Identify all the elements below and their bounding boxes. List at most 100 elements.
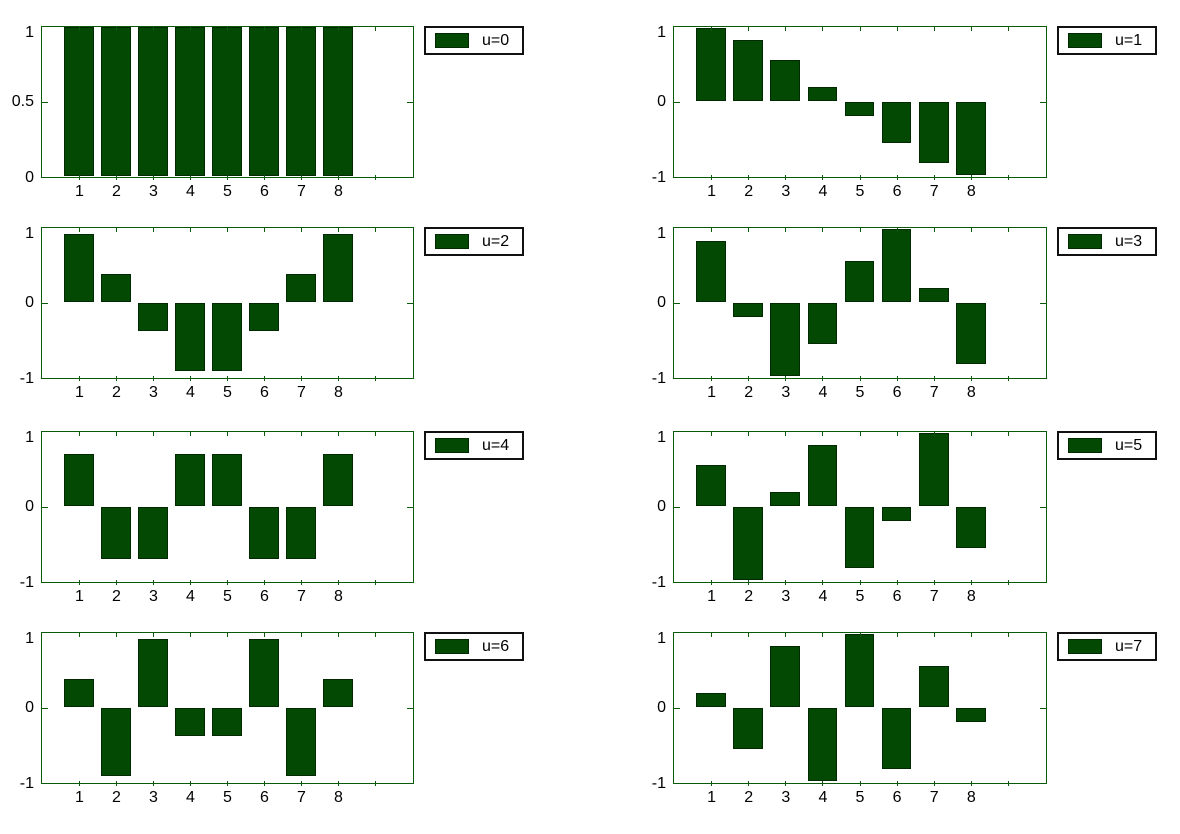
y-tick-label: 0.5 — [11, 93, 34, 110]
x-tick-label: 4 — [186, 789, 195, 806]
plot-area — [41, 26, 414, 180]
bar-x8 — [323, 233, 353, 303]
x-tick-top — [896, 633, 898, 637]
x-tick — [748, 376, 750, 381]
x-tick-label: 4 — [818, 789, 828, 806]
x-tick-top — [190, 633, 191, 637]
x-tick — [264, 175, 265, 180]
legend-label: u=4 — [482, 436, 510, 454]
y-tick-right — [407, 506, 413, 508]
plot-area — [41, 431, 414, 585]
legend-swatch-icon — [1068, 639, 1102, 654]
x-tick-top — [711, 633, 713, 637]
x-tick-label: 8 — [334, 384, 343, 401]
y-tick-left — [674, 302, 680, 304]
x-tick — [859, 781, 861, 786]
plot-area — [673, 632, 1047, 786]
legend-swatch-icon — [435, 33, 469, 48]
y-tick-label: 0 — [25, 294, 34, 311]
x-tick-top — [301, 228, 302, 232]
x-tick-label: 4 — [186, 183, 195, 200]
x-tick-label: 2 — [112, 789, 121, 806]
bar-x6 — [881, 229, 912, 303]
x-tick-label: 7 — [929, 588, 939, 605]
x-tick — [748, 580, 750, 585]
legend-swatch-icon — [435, 639, 469, 654]
x-tick-top — [785, 432, 787, 436]
x-tick-top — [79, 633, 80, 637]
x-tick — [1007, 175, 1009, 180]
x-tick-top — [375, 633, 376, 637]
bar-x4 — [175, 707, 205, 737]
legend-swatch-icon — [435, 234, 469, 249]
x-tick — [264, 376, 265, 381]
bar-x8 — [323, 453, 353, 507]
x-tick — [190, 376, 191, 381]
x-tick — [1007, 580, 1009, 585]
x-tick-label: 5 — [223, 384, 232, 401]
x-tick — [190, 781, 191, 786]
x-tick-top — [338, 27, 339, 31]
y-tick-label: 0 — [25, 169, 34, 186]
x-tick — [375, 781, 376, 786]
y-tick-left — [674, 506, 680, 508]
bar-x2 — [101, 27, 131, 176]
x-tick-top — [227, 228, 228, 232]
x-tick-top — [116, 432, 117, 436]
legend-swatch-icon — [1068, 438, 1102, 453]
bar-x6 — [249, 27, 279, 176]
bar-x7 — [918, 433, 949, 507]
x-tick-top — [970, 228, 972, 232]
x-tick — [79, 376, 80, 381]
x-tick — [227, 376, 228, 381]
y-tick-left — [42, 101, 48, 103]
bar-x1 — [64, 27, 94, 176]
x-tick-top — [822, 27, 824, 31]
x-tick-top — [375, 27, 376, 31]
bar-x1 — [696, 692, 726, 708]
bar-x5 — [212, 27, 242, 176]
x-tick-top — [859, 228, 861, 232]
x-tick-top — [153, 27, 154, 31]
x-tick — [79, 580, 80, 585]
x-tick-top — [338, 432, 339, 436]
x-tick-top — [301, 633, 302, 637]
x-tick-label: 5 — [223, 588, 232, 605]
x-tick-top — [264, 432, 265, 436]
x-tick — [711, 175, 713, 180]
bar-x3 — [138, 27, 168, 176]
x-tick-top — [190, 27, 191, 31]
x-tick — [822, 175, 824, 180]
x-tick-top — [79, 228, 80, 232]
x-tick-label: 6 — [260, 384, 269, 401]
x-tick — [896, 376, 898, 381]
x-tick-top — [933, 633, 935, 637]
x-tick-top — [896, 228, 898, 232]
x-tick — [896, 781, 898, 786]
x-tick-label: 7 — [929, 789, 939, 806]
bar-x2 — [101, 273, 131, 303]
y-tick-label: 1 — [657, 630, 666, 647]
x-tick-top — [264, 633, 265, 637]
x-tick-label: 1 — [75, 789, 84, 806]
bar-x7 — [286, 707, 316, 777]
y-tick-label: -1 — [651, 775, 666, 792]
bar-x6 — [881, 707, 912, 770]
bar-x5 — [212, 453, 242, 507]
x-tick — [190, 175, 191, 180]
y-tick-label: 0 — [657, 498, 666, 515]
x-tick-label: 8 — [334, 789, 343, 806]
x-tick-label: 5 — [223, 183, 232, 200]
x-tick-label: 6 — [892, 789, 902, 806]
bar-x6 — [881, 101, 912, 143]
x-tick-top — [711, 27, 713, 31]
bar-x4 — [807, 302, 838, 344]
x-tick-label: 3 — [149, 789, 158, 806]
x-tick-top — [375, 228, 376, 232]
y-tick-right — [1040, 707, 1046, 709]
bar-x5 — [212, 302, 242, 372]
y-tick-left — [674, 707, 680, 709]
legend-u7: u=7 — [1057, 632, 1157, 661]
x-tick — [933, 175, 935, 180]
x-tick-label: 5 — [855, 183, 865, 200]
